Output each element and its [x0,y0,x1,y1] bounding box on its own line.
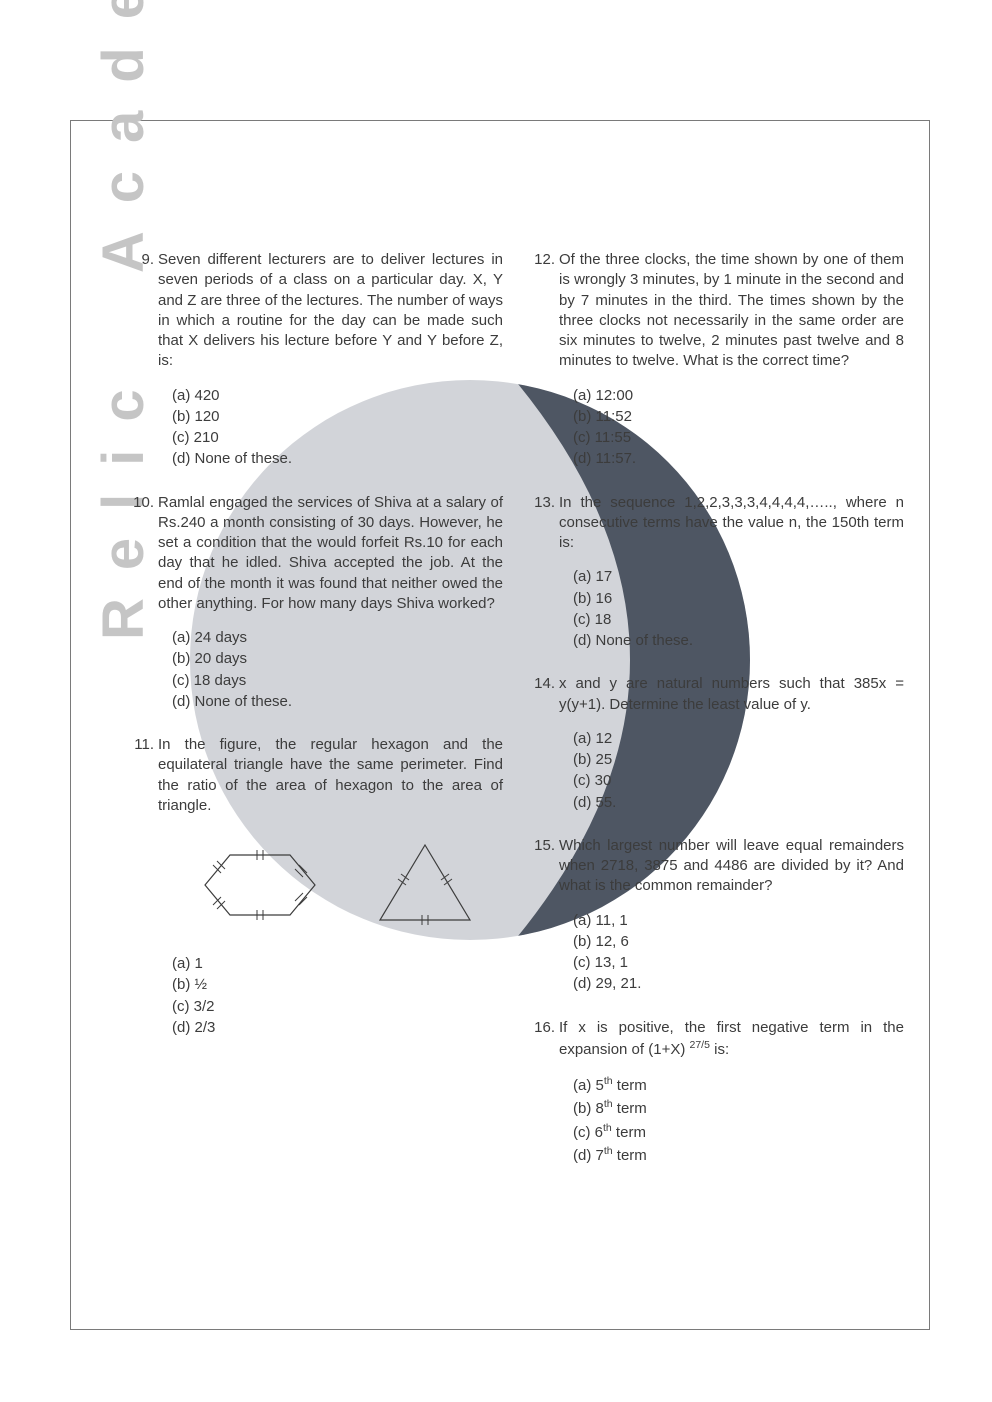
question-14: 14. x and y are natural numbers such tha… [531,674,904,814]
triangle-icon [370,835,480,935]
question-text: Seven different lecturers are to deliver… [158,251,503,369]
option-d: (d) 11:57. [573,449,904,469]
question-number: 11. [130,735,158,1039]
question-body: In the sequence 1,2,2,3,3,3,4,4,4,4,…..,… [559,493,904,653]
question-text: x and y are natural numbers such that 38… [559,675,904,712]
question-text: Which largest number will leave equal re… [559,837,904,895]
question-number: 12. [531,250,559,471]
option-b: (b) 25 [573,750,904,770]
option-a: (a) 11, 1 [573,911,904,931]
question-number: 10. [130,493,158,714]
option-b: (b) 20 days [172,649,503,669]
question-body: Which largest number will leave equal re… [559,836,904,996]
option-d: (d) 29, 21. [573,974,904,994]
question-number: 13. [531,493,559,653]
question-16: 16. If x is positive, the first negative… [531,1018,904,1168]
option-a: (a) 420 [172,386,503,406]
option-a: (a) 17 [573,567,904,587]
options: (a) 24 days (b) 20 days (c) 18 days (d) … [158,628,503,712]
option-c: (c) 18 [573,610,904,630]
hexagon-icon [195,830,325,940]
question-body: Seven different lecturers are to deliver… [158,250,503,471]
option-a: (a) 1 [172,954,503,974]
option-b: (b) 8th term [573,1097,904,1119]
option-b: (b) 11:52 [573,407,904,427]
option-c: (c) 6th term [573,1121,904,1143]
question-body: Of the three clocks, the time shown by o… [559,250,904,471]
option-a: (a) 24 days [172,628,503,648]
option-d: (d) None of these. [172,449,503,469]
question-11: 11. In the figure, the regular hexagon a… [130,735,503,1039]
right-column: 12. Of the three clocks, the time shown … [531,250,904,1189]
question-number: 14. [531,674,559,814]
option-b: (b) 120 [172,407,503,427]
options: (a) 1 (b) ½ (c) 3/2 (d) 2/3 [158,954,503,1038]
question-text: In the sequence 1,2,2,3,3,3,4,4,4,4,…..,… [559,494,904,552]
option-c: (c) 210 [172,428,503,448]
question-body: x and y are natural numbers such that 38… [559,674,904,814]
content-columns: 9. Seven different lecturers are to deli… [130,250,904,1189]
option-c: (c) 18 days [172,671,503,691]
option-c: (c) 11:55 [573,428,904,448]
question-body: In the figure, the regular hexagon and t… [158,735,503,1039]
option-d: (d) 7th term [573,1144,904,1166]
question-13: 13. In the sequence 1,2,2,3,3,3,4,4,4,4,… [531,493,904,653]
exponent: 27/5 [690,1039,710,1051]
options: (a) 12:00 (b) 11:52 (c) 11:55 (d) 11:57. [559,386,904,470]
option-d: (d) None of these. [172,692,503,712]
question-text: In the figure, the regular hexagon and t… [158,736,503,814]
question-10: 10. Ramlal engaged the services of Shiva… [130,493,503,714]
options: (a) 11, 1 (b) 12, 6 (c) 13, 1 (d) 29, 21… [559,911,904,995]
option-b: (b) 16 [573,589,904,609]
option-d: (d) None of these. [573,631,904,651]
option-b: (b) 12, 6 [573,932,904,952]
question-9: 9. Seven different lecturers are to deli… [130,250,503,471]
options: (a) 420 (b) 120 (c) 210 (d) None of thes… [158,386,503,470]
question-12: 12. Of the three clocks, the time shown … [531,250,904,471]
options: (a) 12 (b) 25 (c) 30 (d) 55. [559,729,904,813]
question-number: 16. [531,1018,559,1168]
options: (a) 5th term (b) 8th term (c) 6th term (… [559,1074,904,1166]
question-text-before: If x is positive, the first negative ter… [559,1019,904,1058]
option-a: (a) 12:00 [573,386,904,406]
option-c: (c) 13, 1 [573,953,904,973]
question-text-after: is: [710,1041,729,1058]
option-d: (d) 55. [573,793,904,813]
figure-row [158,830,503,940]
option-d: (d) 2/3 [172,1018,503,1038]
left-column: 9. Seven different lecturers are to deli… [130,250,503,1189]
option-c: (c) 3/2 [172,997,503,1017]
question-text: Ramlal engaged the services of Shiva at … [158,494,503,612]
question-body: Ramlal engaged the services of Shiva at … [158,493,503,714]
question-15: 15. Which largest number will leave equa… [531,836,904,996]
question-body: If x is positive, the first negative ter… [559,1018,904,1168]
question-number: 9. [130,250,158,471]
question-number: 15. [531,836,559,996]
option-b: (b) ½ [172,975,503,995]
options: (a) 17 (b) 16 (c) 18 (d) None of these. [559,567,904,651]
question-text: Of the three clocks, the time shown by o… [559,251,904,369]
option-a: (a) 5th term [573,1074,904,1096]
option-c: (c) 30 [573,771,904,791]
option-a: (a) 12 [573,729,904,749]
